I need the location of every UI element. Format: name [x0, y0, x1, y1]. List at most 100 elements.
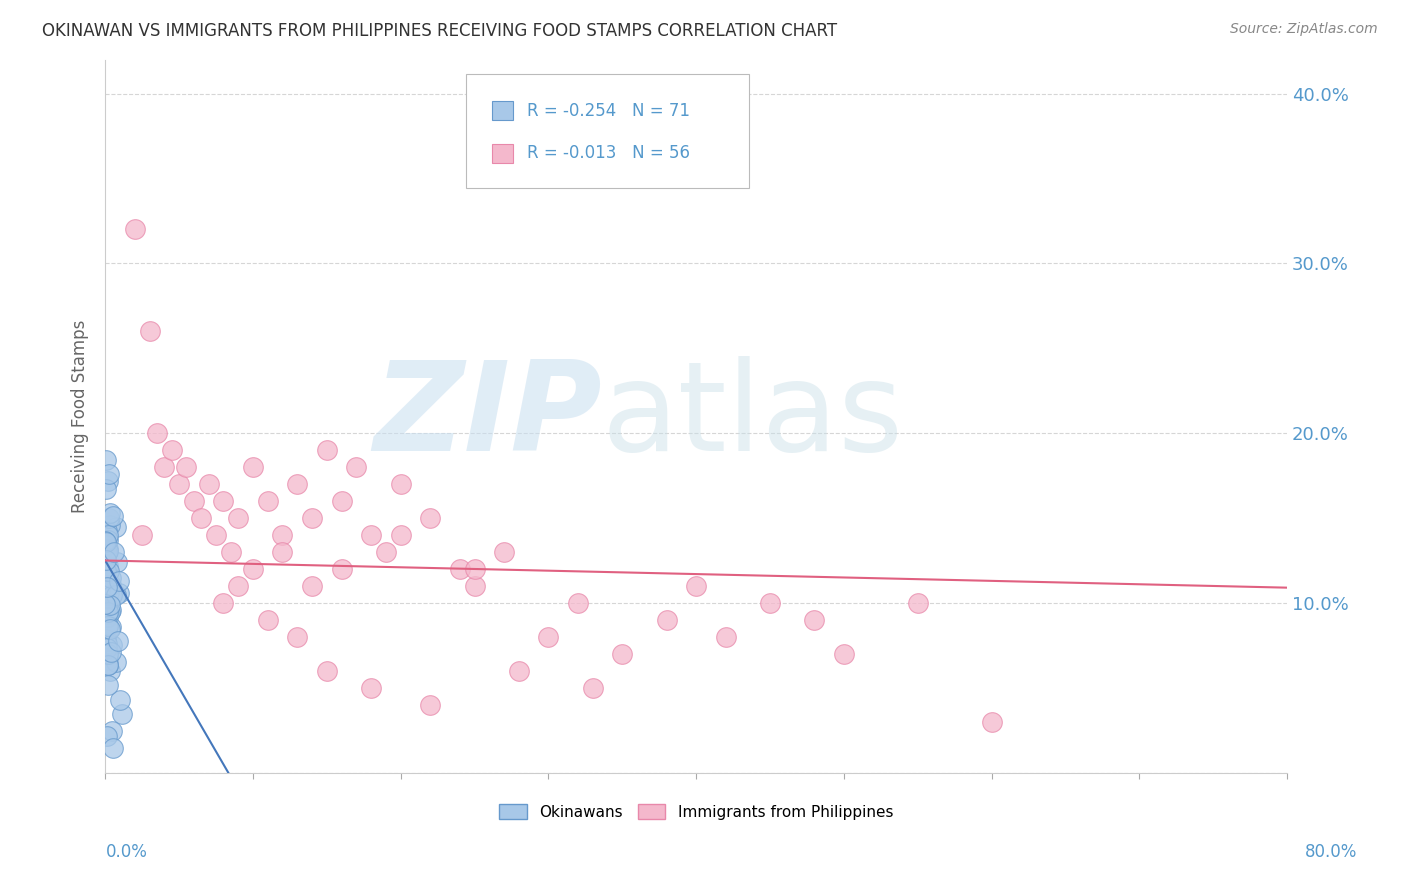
Point: [138, 324, 160, 338]
Point: [96, 532, 118, 546]
Point: [97, 475, 120, 489]
Point: [100, 620, 122, 634]
Point: [101, 638, 124, 652]
Point: [103, 741, 125, 756]
Point: [100, 578, 122, 592]
Point: [419, 511, 441, 525]
Point: [146, 426, 169, 441]
Point: [94, 597, 117, 611]
Point: [419, 698, 441, 712]
Point: [101, 724, 124, 739]
Point: [97, 653, 120, 667]
Point: [190, 511, 212, 525]
Point: [219, 545, 242, 559]
Text: OKINAWAN VS IMMIGRANTS FROM PHILIPPINES RECEIVING FOOD STAMPS CORRELATION CHART: OKINAWAN VS IMMIGRANTS FROM PHILIPPINES …: [42, 22, 838, 40]
Point: [226, 579, 249, 593]
Point: [100, 645, 122, 659]
Point: [111, 706, 134, 721]
Point: [97, 658, 120, 673]
Point: [98, 603, 121, 617]
Point: [98, 518, 121, 533]
Point: [97, 585, 120, 599]
Point: [759, 596, 782, 610]
Point: [100, 588, 122, 602]
Point: [301, 511, 323, 525]
Point: [98, 664, 121, 678]
Point: [212, 494, 235, 508]
Point: [97, 564, 120, 578]
Point: [97, 607, 120, 621]
Point: [103, 508, 125, 523]
Point: [96, 524, 118, 538]
Point: [96, 640, 118, 655]
Point: [285, 477, 308, 491]
Point: [714, 630, 737, 644]
Point: [108, 693, 131, 707]
Point: [330, 562, 353, 576]
Point: [226, 511, 249, 525]
Text: ZIP: ZIP: [373, 356, 602, 476]
Point: [98, 467, 121, 481]
Point: [449, 562, 471, 576]
Point: [96, 546, 118, 560]
Point: [96, 452, 118, 467]
Point: [94, 526, 117, 541]
Point: [94, 526, 117, 541]
Text: atlas: atlas: [602, 356, 904, 476]
Point: [242, 460, 264, 475]
Text: R = -0.254   N = 71: R = -0.254 N = 71: [527, 102, 690, 120]
Point: [315, 443, 337, 458]
Point: [103, 545, 125, 559]
Point: [256, 613, 278, 627]
Point: [97, 605, 120, 619]
Point: [344, 460, 367, 475]
Point: [582, 681, 605, 695]
Point: [97, 678, 120, 692]
Point: [464, 579, 486, 593]
Point: [389, 528, 412, 542]
Point: [96, 619, 118, 633]
Point: [97, 609, 120, 624]
Point: [104, 655, 127, 669]
Point: [197, 477, 219, 491]
Point: [96, 580, 118, 594]
Point: [803, 613, 825, 627]
Point: [685, 579, 707, 593]
Point: [94, 564, 117, 578]
Text: Source: ZipAtlas.com: Source: ZipAtlas.com: [1230, 22, 1378, 37]
Point: [94, 535, 117, 549]
Point: [94, 538, 117, 552]
Text: R = -0.013   N = 56: R = -0.013 N = 56: [527, 145, 690, 162]
Point: [271, 545, 294, 559]
Point: [96, 637, 118, 651]
Point: [96, 609, 118, 624]
Point: [285, 630, 308, 644]
Point: [98, 598, 121, 612]
Point: [105, 555, 128, 569]
Point: [104, 588, 127, 602]
Point: [94, 534, 117, 549]
Point: [374, 545, 396, 559]
Point: [131, 528, 153, 542]
FancyBboxPatch shape: [465, 74, 749, 188]
Point: [94, 632, 117, 647]
Point: [97, 533, 120, 547]
Point: [96, 482, 118, 496]
Point: [108, 574, 131, 588]
Point: [97, 647, 120, 661]
Point: [98, 510, 121, 524]
Point: [494, 545, 516, 559]
Point: [256, 494, 278, 508]
Point: [389, 477, 412, 491]
Point: [97, 544, 120, 558]
Point: [107, 633, 129, 648]
Point: [97, 559, 120, 574]
Point: [612, 647, 634, 661]
Point: [537, 630, 560, 644]
Point: [176, 460, 198, 475]
Point: [96, 553, 118, 567]
Point: [100, 572, 122, 586]
Point: [94, 587, 117, 601]
Point: [508, 664, 530, 678]
Text: 0.0%: 0.0%: [105, 843, 148, 861]
